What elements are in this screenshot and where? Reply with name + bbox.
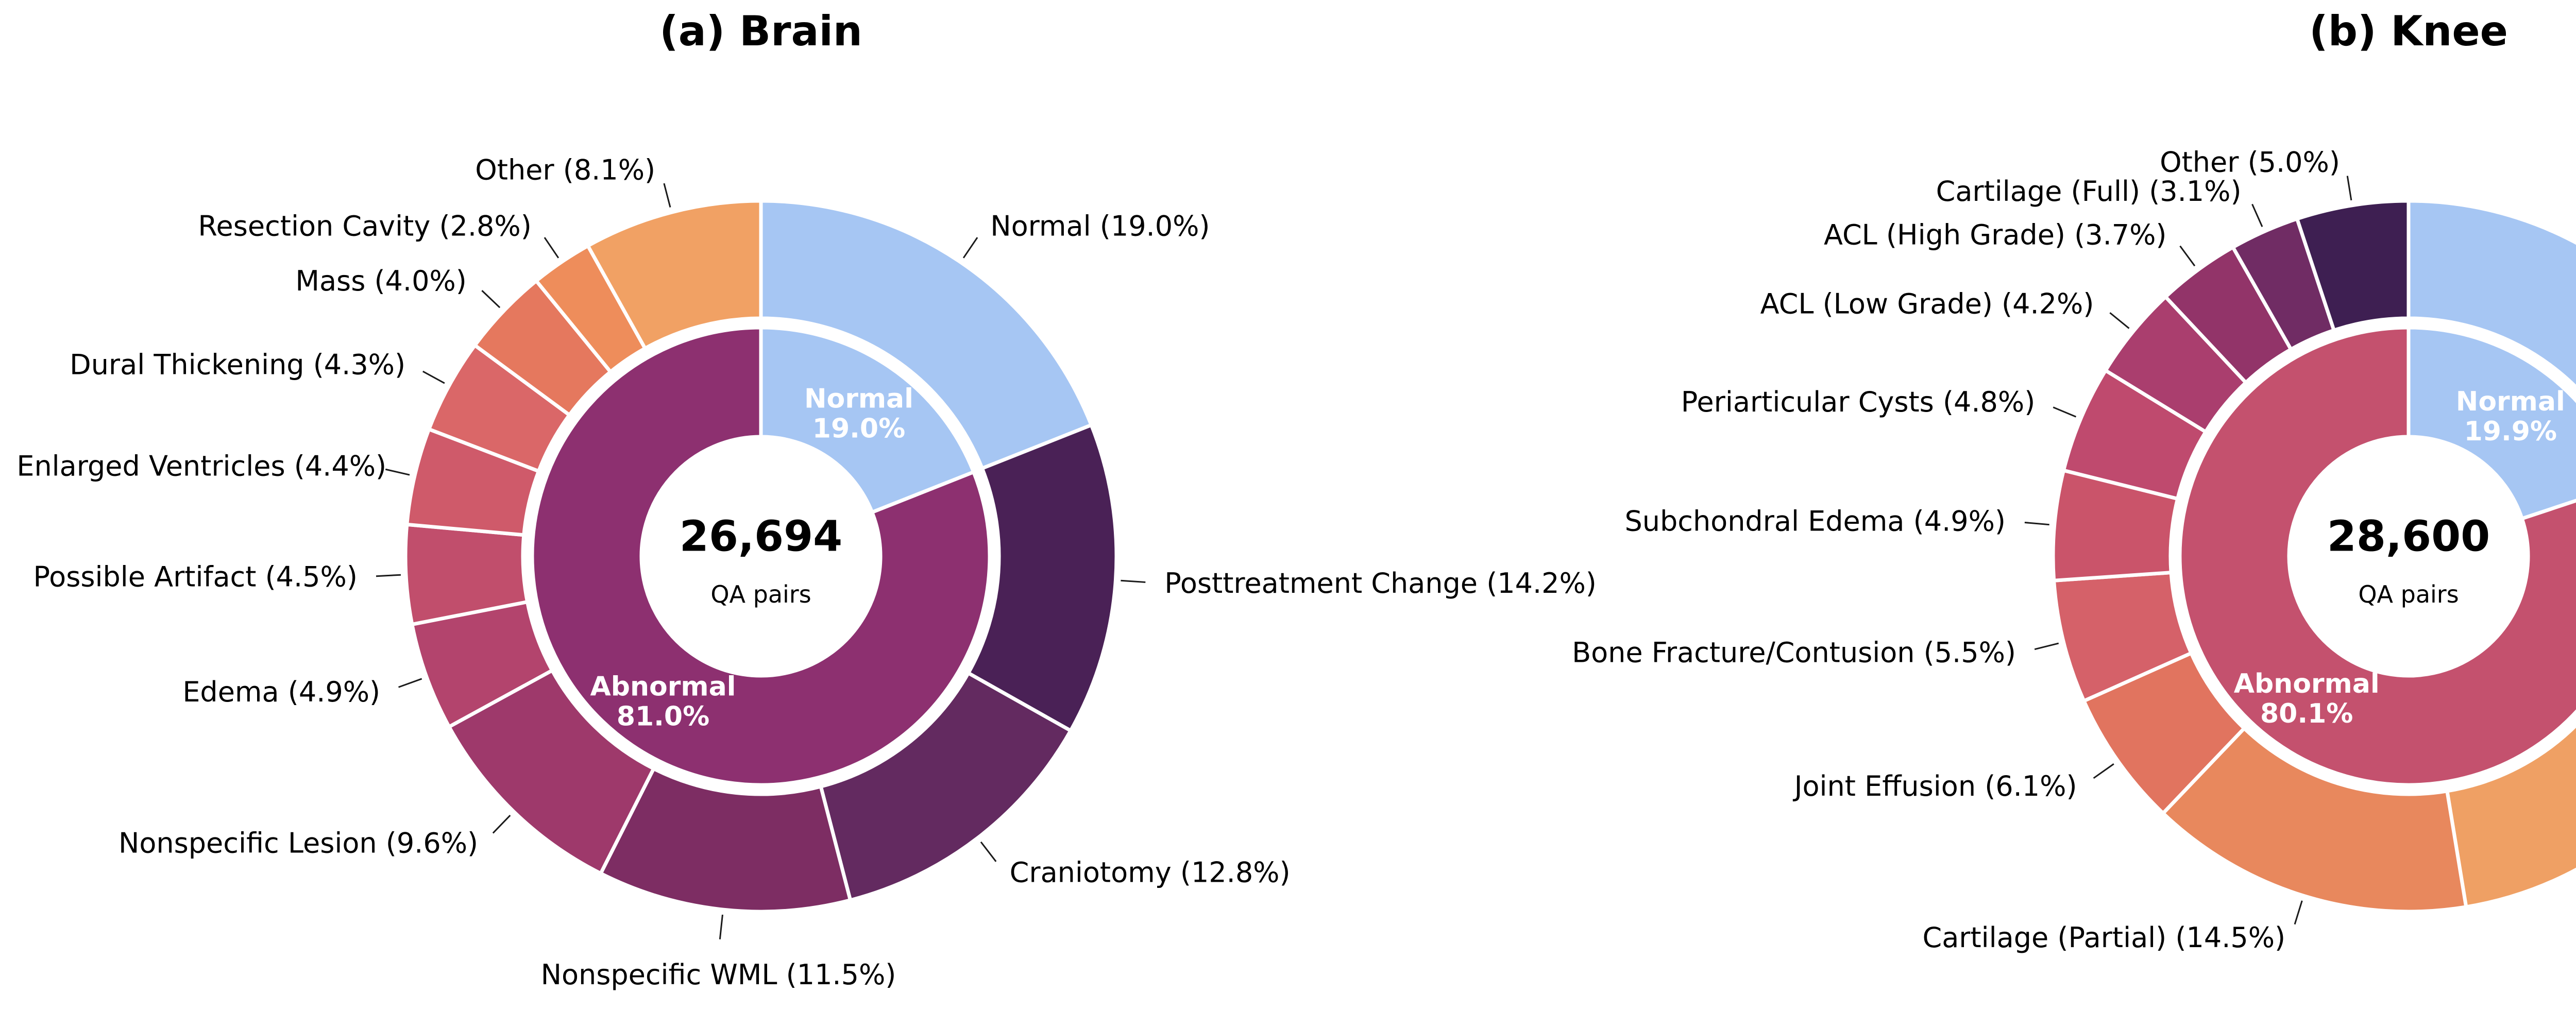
brain-center-sublabel: QA pairs [710,580,811,608]
segment-label-acl-high-grade-3-7: ACL (High Grade) (3.7%) [1824,218,2166,251]
inner-ring-label-abnormal: Abnormal 80.1% [2234,669,2380,729]
inner-ring-label-normal: Normal 19.0% [804,383,913,444]
segment-label-cartilage-partial-14-5: Cartilage (Partial) (14.5%) [1922,921,2285,954]
leader-line-dural-thickening-4-3 [422,370,445,384]
leader-line-cartilage-full-3-1 [2251,203,2263,227]
knee-center-sublabel: QA pairs [2358,580,2459,608]
outer-wedge-meniscus-tear-26-8 [2445,723,2576,909]
outer-wedge-normal-19-9 [2406,199,2576,390]
knee-chart: (b) Knee Normal (19.9%)Meniscus Tear (26… [1572,7,2576,954]
segment-label-normal-19-0: Normal (19.0%) [990,210,1210,242]
leader-line-posttreatment-change-14-2 [1121,579,1146,583]
outer-wedge-craniotomy-12-8 [818,671,1073,903]
segment-label-enlarged-ventricles-4-4: Enlarged Ventricles (4.4%) [16,450,386,483]
segment-label-joint-effusion-6-1: Joint Effusion (6.1%) [1793,770,2077,802]
brain-donut-rings [403,199,1118,914]
knee-segment-labels: Normal (19.9%)Meniscus Tear (26.8%)Carti… [1572,146,2565,954]
leader-line-acl-low-grade-4-2 [2109,312,2130,329]
leader-line-nonspecific-wml-11-5 [719,914,723,939]
outer-wedge-normal-19-0 [759,199,1094,471]
segment-label-dural-thickening-4-3: Dural Thickening (4.3%) [70,349,405,381]
leader-line-bone-fracture-contusion-5-5 [2034,642,2059,650]
segment-label-nonspecific-wml-11-5: Nonspecific WML (11.5%) [541,958,896,991]
segment-label-acl-low-grade-4-2: ACL (Low Grade) (4.2%) [1760,288,2094,320]
inner-wedge-abnormal [2178,325,2576,787]
segment-label-resection-cavity-2-8: Resection Cavity (2.8%) [198,210,531,242]
knee-donut-rings [2051,199,2576,914]
segment-label-periarticular-cysts-4-8: Periarticular Cysts (4.8%) [1681,386,2036,418]
segment-label-other-5-0: Other (5.0%) [2160,146,2340,178]
leader-line-acl-high-grade-3-7 [2179,245,2196,267]
segment-label-other-8-1: Other (8.1%) [475,153,655,186]
inner-wedge-normal [759,325,976,515]
leader-line-joint-effusion-6-1 [2093,763,2114,779]
brain-center-total: 26,694 [680,512,842,561]
segment-label-possible-artifact-4-5: Possible Artifact (4.5%) [33,561,358,593]
brain-chart: (a) Brain Normal (19.0%) Posttreatment Ch… [16,7,1597,991]
leader-line-periarticular-cysts-4-8 [2053,406,2077,418]
leader-line-subchondral-edema-4-9 [2024,521,2049,526]
segment-label-craniotomy-12-8: Craniotomy (12.8%) [1010,856,1291,889]
segment-label-cartilage-full-3-1: Cartilage (Full) (3.1%) [1936,175,2242,208]
segment-label-posttreatment-change-14-2: Posttreatment Change (14.2%) [1164,567,1597,599]
leader-line-normal-19-0 [962,237,978,259]
leader-line-nonspecific-lesion-9-6 [492,815,511,834]
leader-line-mass-4-0 [481,290,501,309]
segment-label-subchondral-edema-4-9: Subchondral Edema (4.9%) [1624,505,2006,538]
leader-line-edema-4-9 [398,678,422,688]
outer-wedge-cartilage-partial-14-5 [2160,726,2468,914]
inner-wedge-abnormal [530,325,992,787]
leader-line-craniotomy-12-8 [980,841,997,862]
leader-line-cartilage-partial-14-5 [2294,900,2303,925]
outer-wedge-other-8-1 [585,199,763,351]
outer-wedge-other-5-0 [2295,199,2411,333]
knee-center-total: 28,600 [2327,512,2490,561]
leader-line-possible-artifact-4-5 [376,574,401,577]
segment-label-edema-4-9: Edema (4.9%) [182,676,380,708]
inner-ring-label-normal: Normal 19.9% [2456,386,2565,447]
segment-label-bone-fracture-contusion-5-5: Bone Fracture/Contusion (5.5%) [1572,637,2016,669]
knee-chart-title: (b) Knee [2309,7,2508,55]
outer-wedge-posttreatment-change-14-2 [965,422,1118,733]
inner-wedge-normal [2406,325,2576,521]
leader-line-other-8-1 [663,183,671,208]
segment-label-nonspecific-lesion-9-6: Nonspecific Lesion (9.6%) [118,827,478,859]
segment-label-mass-4-0: Mass (4.0%) [295,265,466,297]
inner-ring-label-abnormal: Abnormal 81.0% [590,672,736,732]
brain-segment-labels: Normal (19.0%) Posttreatment Change (14.2… [16,153,1597,991]
brain-chart-title: (a) Brain [659,7,862,55]
leader-line-other-5-0 [2346,176,2352,201]
leader-line-resection-cavity-2-8 [544,237,560,259]
leader-line-enlarged-ventricles-4-4 [385,468,410,476]
